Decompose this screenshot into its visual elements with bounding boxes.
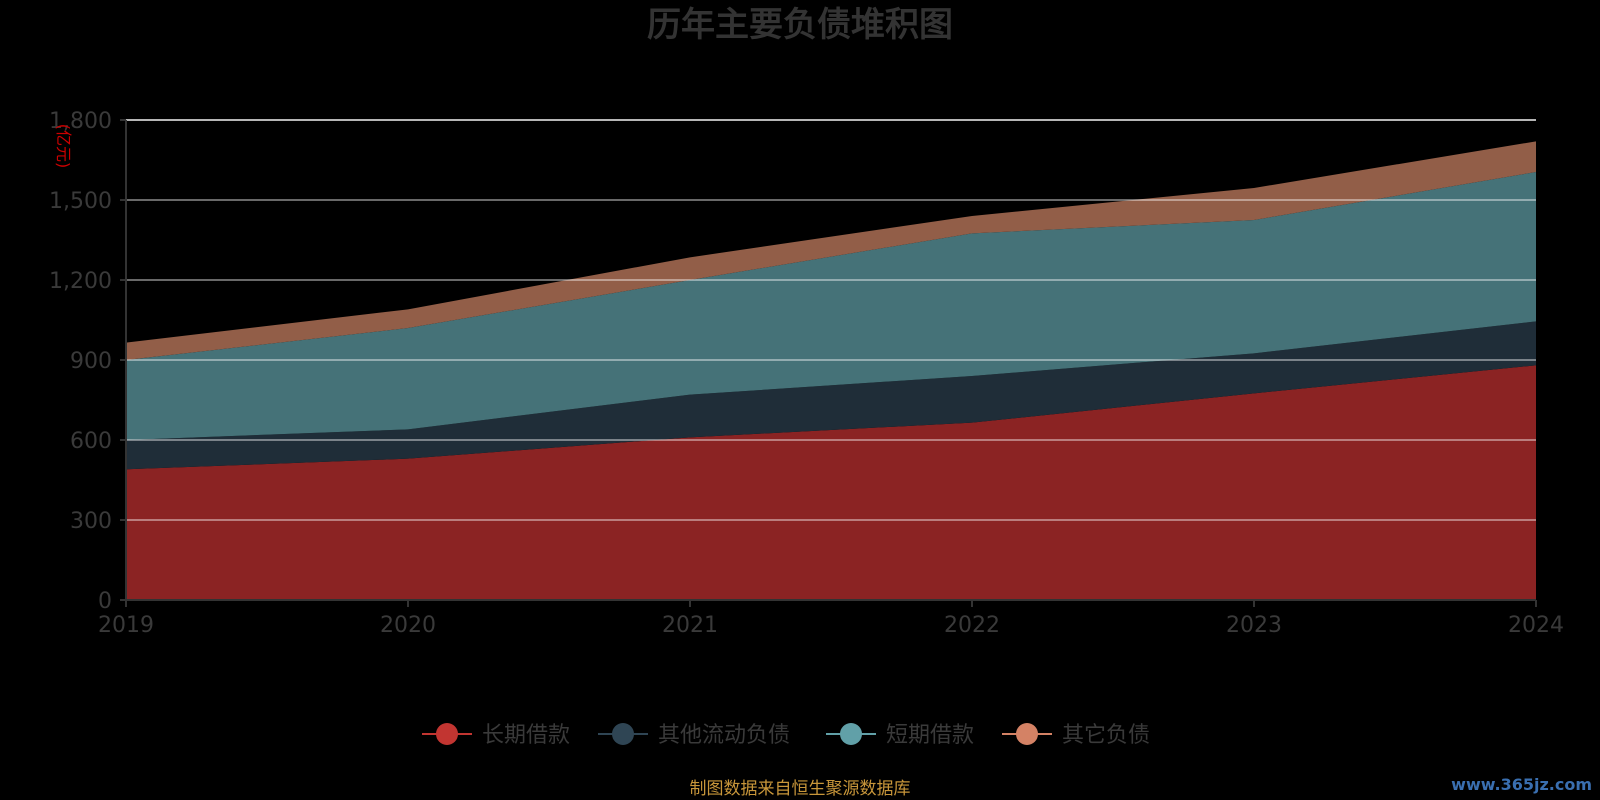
x-tick-label: 2019 [98,613,154,638]
legend-item-4[interactable]: 其它负债 [1002,723,1150,748]
legend-item-1[interactable]: 长期借款 [422,723,570,748]
area-series-4 [126,141,1536,360]
area-series-1 [126,365,1536,600]
y-tick-label: 1,500 [49,189,112,214]
y-tick-label: 0 [98,589,112,614]
legend-item-2[interactable]: 其他流动负债 [598,723,790,748]
area-series-3 [126,172,1536,440]
area-layers [126,141,1536,600]
y-tick-label: 300 [70,509,112,534]
legend-label: 长期借款 [482,723,570,748]
legend-marker [436,723,458,745]
axes: 0 300 600 900 1,200 1,500 1,800 2019 2020 2021 202… [49,109,1564,638]
x-tick-label: 2021 [662,613,718,638]
y-tick-label: 900 [70,349,112,374]
x-tick-label: 2020 [380,613,436,638]
watermark: www.365jz.com [1451,775,1592,794]
legend-marker [612,723,634,745]
legend-label: 其他流动负债 [658,723,790,748]
x-tick-label: 2024 [1508,613,1564,638]
data-source-note: 制图数据来自恒生聚源数据库 [690,779,911,799]
legend[interactable]: 长期借款 其他流动负债 短期借款 其它负债 [422,723,1150,748]
legend-marker [1016,723,1038,745]
legend-item-3[interactable]: 短期借款 [826,723,974,748]
grid-lines [126,119,1536,521]
y-tick-label: 1,800 [49,109,112,134]
area-series-2 [126,321,1536,470]
legend-marker [840,723,862,745]
y-axis-unit-label: (亿元) [54,124,73,169]
x-tick-label: 2022 [944,613,1000,638]
legend-label: 短期借款 [886,723,974,748]
y-tick-label: 1,200 [49,269,112,294]
legend-label: 其它负债 [1062,723,1150,748]
chart-title: 历年主要负债堆积图 [647,5,953,45]
x-tick-label: 2023 [1226,613,1282,638]
y-tick-label: 600 [70,429,112,454]
